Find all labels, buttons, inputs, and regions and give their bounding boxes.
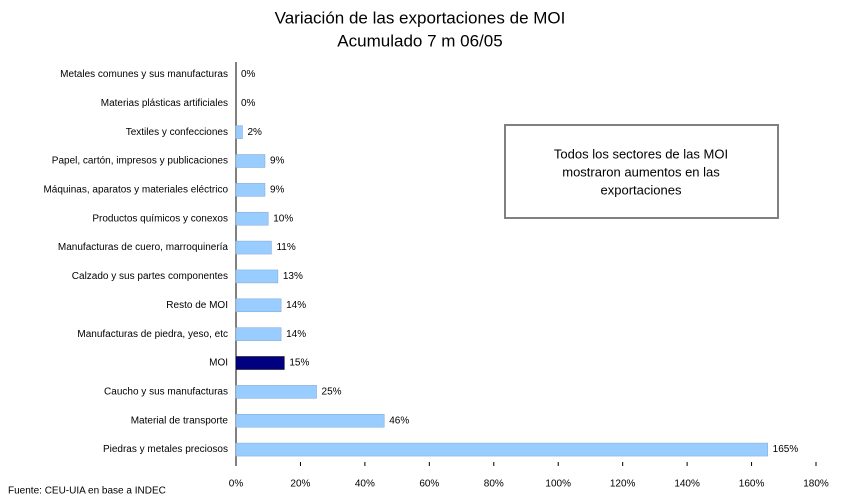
annotation-text: exportaciones	[601, 182, 682, 197]
y-tick-label: Caucho y sus manufacturas	[104, 386, 228, 397]
y-tick-label: Material de transporte	[131, 415, 229, 426]
value-label: 10%	[273, 213, 293, 224]
bar	[235, 183, 266, 197]
x-tick-label: 180%	[803, 479, 829, 490]
value-label: 25%	[322, 386, 342, 397]
chart-subtitle: Acumulado 7 m 06/05	[337, 31, 502, 50]
bar	[235, 385, 317, 399]
x-tick-label: 80%	[484, 479, 504, 490]
y-tick-label: Máquinas, aparatos y materiales eléctric…	[43, 184, 228, 195]
chart-title: Variación de las exportaciones de MOI	[275, 8, 566, 27]
y-tick-label: Textiles y confecciones	[126, 127, 228, 138]
y-tick-label: Manufacturas de cuero, marroquinería	[58, 242, 229, 253]
y-tick-label: Productos químicos y conexos	[92, 213, 228, 224]
y-tick-label: Manufacturas de piedra, yeso, etc	[77, 329, 228, 340]
y-tick-label: Materias plásticas artificiales	[101, 98, 228, 109]
x-tick-label: 60%	[419, 479, 439, 490]
x-tick-label: 0%	[229, 479, 244, 490]
x-tick-label: 120%	[610, 479, 636, 490]
x-tick-label: 100%	[545, 479, 571, 490]
y-tick-label: MOI	[209, 358, 228, 369]
value-label: 0%	[241, 98, 256, 109]
value-label: 46%	[389, 415, 409, 426]
annotation-box	[504, 124, 779, 219]
y-tick-label: Calzado y sus partes componentes	[72, 271, 228, 282]
value-label: 0%	[241, 69, 256, 80]
bar	[235, 125, 243, 139]
bar	[235, 327, 282, 341]
bar	[235, 442, 768, 457]
bar	[235, 240, 272, 255]
y-tick-label: Metales comunes y sus manufacturas	[60, 69, 228, 80]
bar	[235, 356, 285, 370]
bar	[235, 269, 279, 284]
value-label: 9%	[270, 184, 285, 195]
x-tick-label: 20%	[290, 479, 310, 490]
value-label: 14%	[286, 329, 306, 340]
bar	[235, 413, 385, 428]
value-label: 14%	[286, 300, 306, 311]
value-label: 15%	[289, 358, 309, 369]
y-tick-label: Papel, cartón, impresos y publicaciones	[52, 156, 228, 167]
x-tick-label: 160%	[739, 479, 765, 490]
annotation-text: Todos los sectores de las MOI	[554, 146, 728, 161]
y-tick-label: Resto de MOI	[166, 300, 228, 311]
value-label: 2%	[247, 127, 262, 138]
bar	[235, 154, 266, 168]
value-label: 9%	[270, 156, 285, 167]
value-label: 11%	[276, 242, 295, 253]
value-label: 165%	[773, 444, 799, 455]
y-tick-label: Piedras y metales preciosos	[103, 444, 228, 455]
bar	[235, 298, 282, 313]
bar	[235, 211, 269, 226]
x-tick-label: 40%	[355, 479, 375, 490]
x-tick-label: 140%	[674, 479, 700, 490]
annotation-text: mostraron aumentos en las	[562, 164, 720, 179]
value-label: 13%	[283, 271, 303, 282]
source: Fuente: CEU-UIA en base a INDEC	[8, 486, 166, 496]
